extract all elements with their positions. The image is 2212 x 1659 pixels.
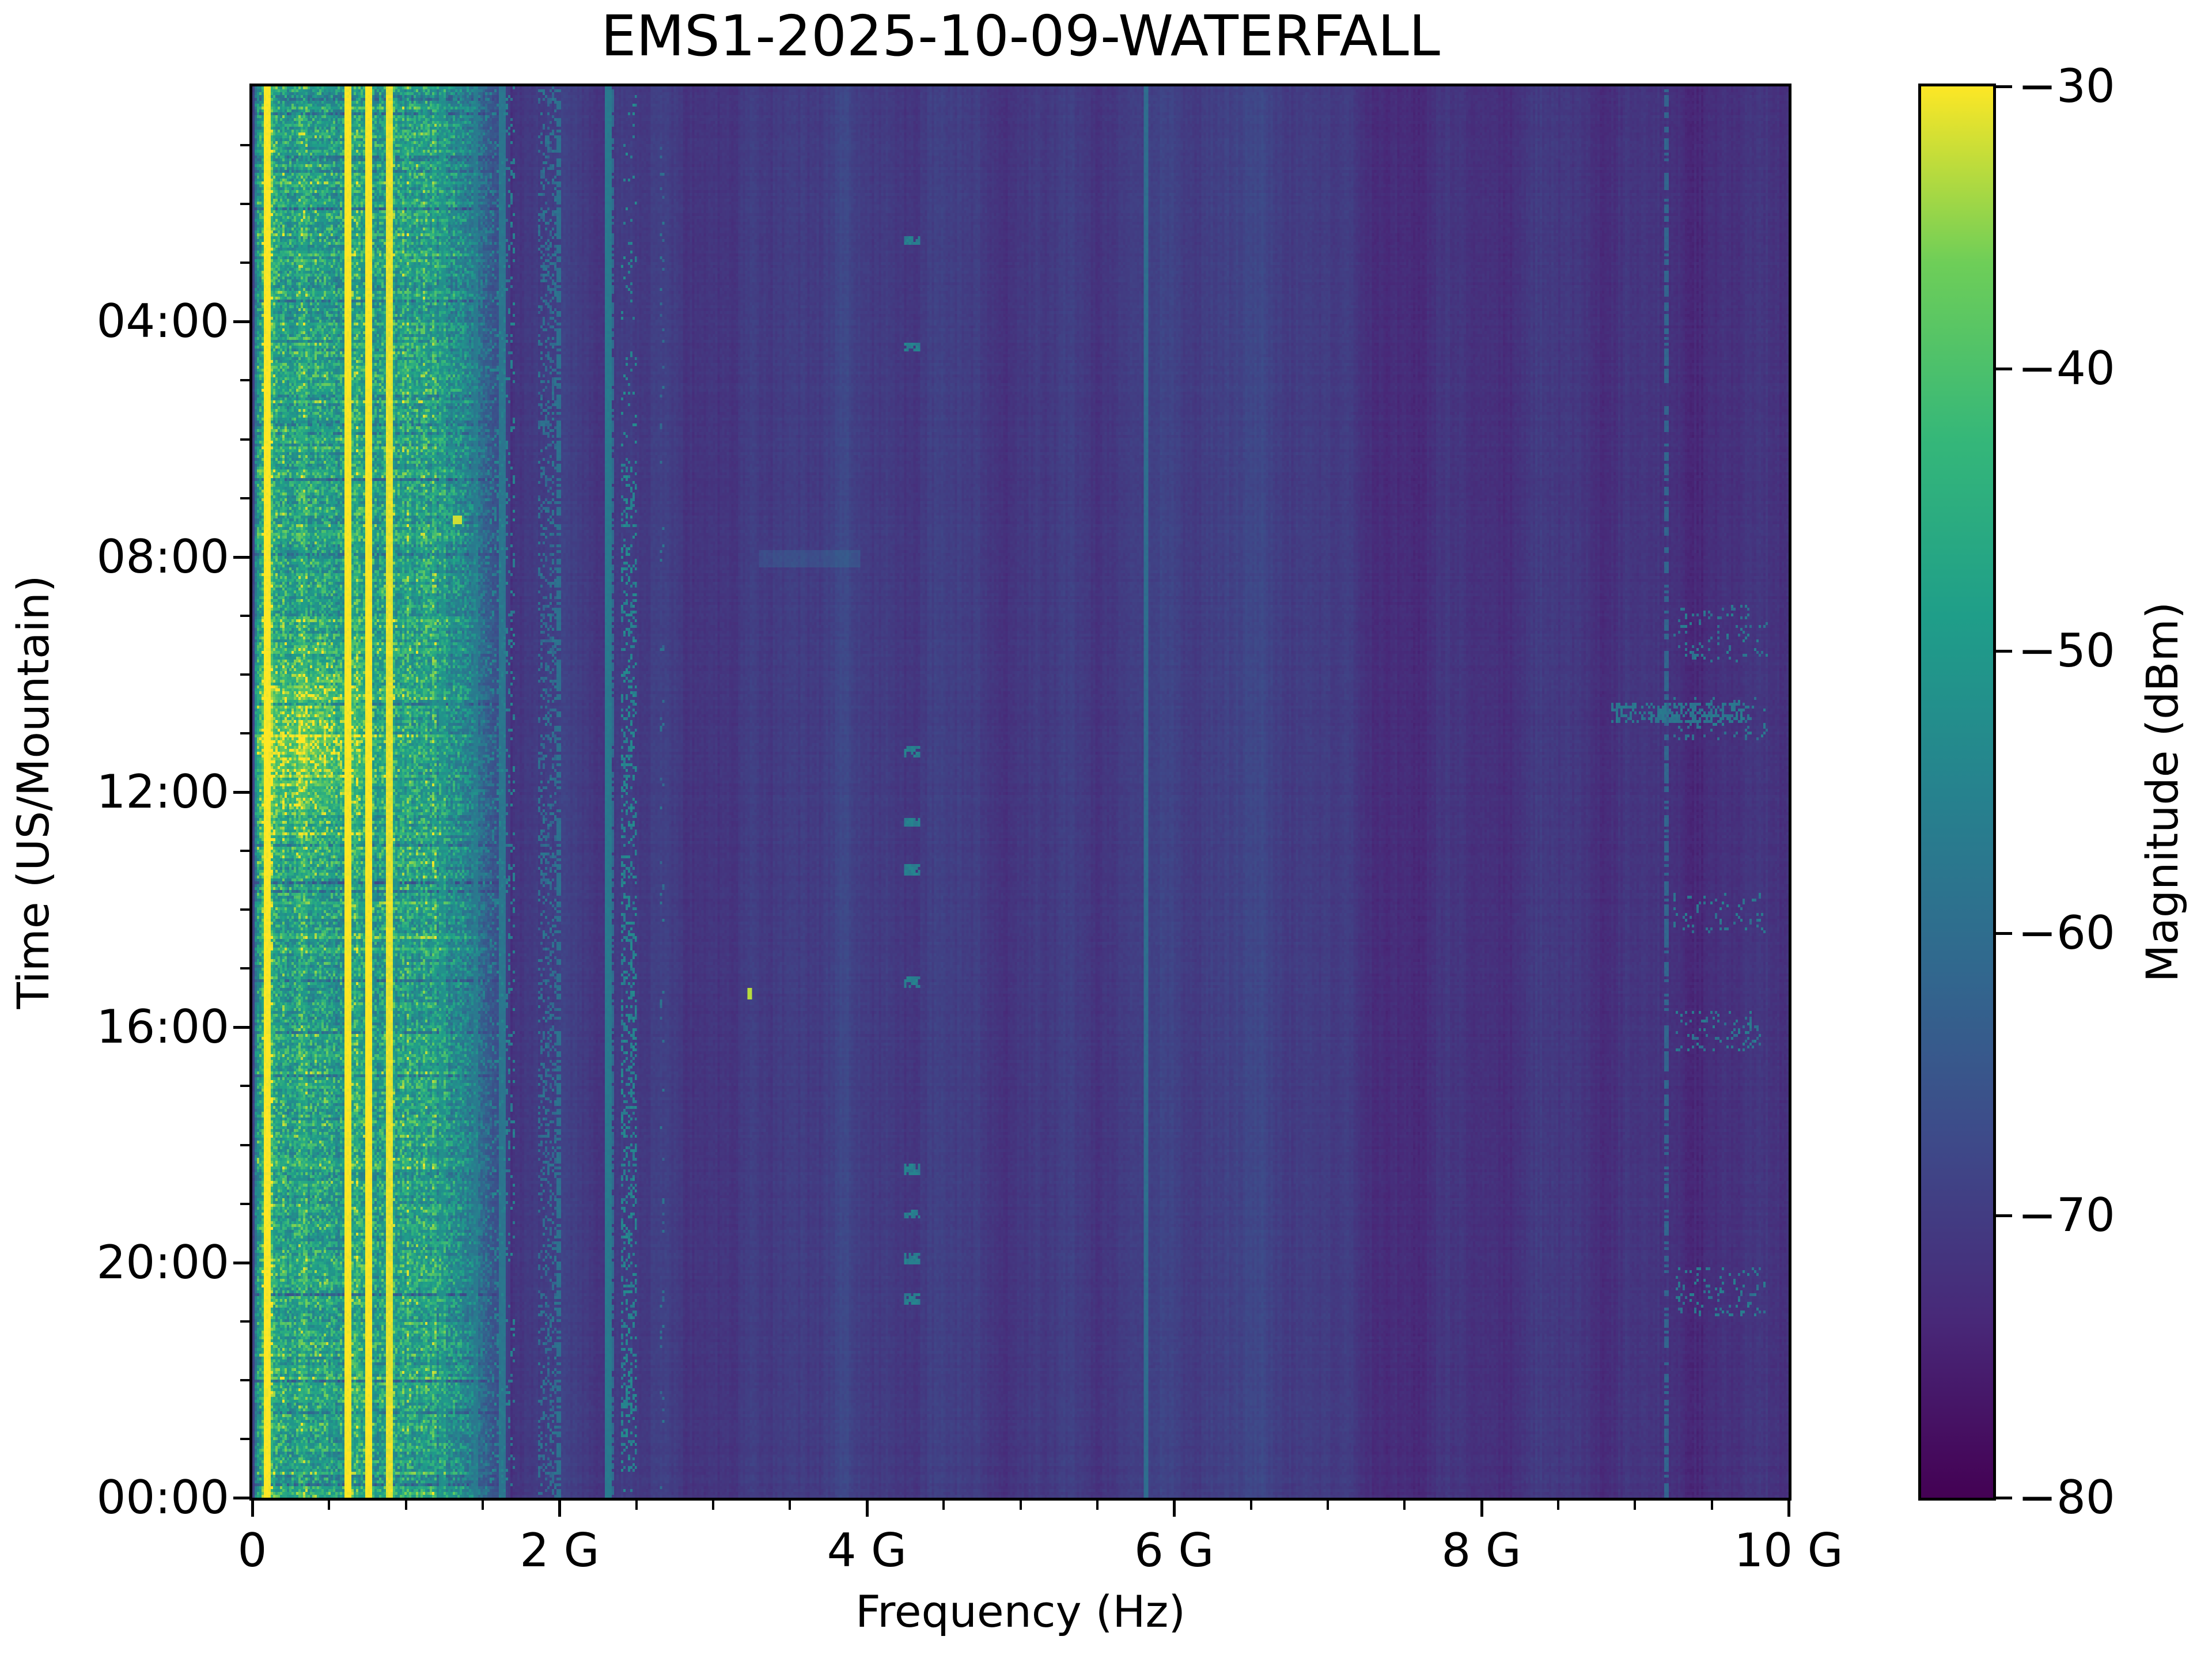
y-minor-tick-mark (240, 379, 249, 382)
x-tick-label: 10 G (1734, 1524, 1843, 1577)
x-minor-tick-mark (404, 1501, 407, 1510)
y-tick-mark (233, 320, 249, 324)
colorbar-tick-mark (1996, 1497, 2012, 1499)
y-tick-label: 20:00 (96, 1235, 229, 1289)
x-tick-label: 2 G (520, 1524, 600, 1577)
y-tick-label: 08:00 (96, 529, 229, 584)
x-minor-tick-mark (1556, 1501, 1559, 1510)
colorbar-tick-mark (1996, 1214, 2012, 1217)
colorbar-tick-label: −70 (2018, 1188, 2115, 1242)
y-minor-tick-mark (240, 967, 249, 970)
colorbar-label: Magnitude (dBm) (2137, 601, 2188, 983)
x-axis-label: Frequency (Hz) (855, 1586, 1186, 1637)
colorbar-tick-label: −60 (2018, 906, 2115, 960)
y-minor-tick-mark (240, 908, 249, 911)
x-tick-label: 0 (237, 1524, 267, 1577)
colorbar-tick-mark (1996, 85, 2012, 88)
x-minor-tick-mark (1634, 1501, 1637, 1510)
spectrogram-heatmap (252, 86, 1789, 1498)
y-tick-mark (233, 791, 249, 794)
x-tick-mark (558, 1501, 562, 1517)
y-minor-tick-mark (240, 673, 249, 676)
y-minor-tick-mark (240, 1378, 249, 1381)
y-minor-tick-mark (240, 1202, 249, 1205)
y-minor-tick-mark (240, 497, 249, 499)
y-tick-mark (233, 1261, 249, 1264)
y-axis-label: Time (US/Mountain) (7, 575, 59, 1009)
y-minor-tick-mark (240, 1437, 249, 1440)
colorbar-tick-label: −40 (2018, 342, 2115, 395)
y-minor-tick-mark (240, 438, 249, 441)
y-tick-label: 04:00 (96, 294, 229, 349)
x-minor-tick-mark (1096, 1501, 1099, 1510)
x-tick-mark (1787, 1501, 1790, 1517)
y-minor-tick-mark (240, 1320, 249, 1323)
y-minor-tick-mark (240, 1143, 249, 1146)
x-tick-label: 8 G (1441, 1524, 1521, 1577)
x-minor-tick-mark (635, 1501, 638, 1510)
x-minor-tick-mark (712, 1501, 715, 1510)
y-tick-mark (233, 1497, 249, 1499)
x-minor-tick-mark (789, 1501, 791, 1510)
y-minor-tick-mark (240, 144, 249, 147)
x-tick-mark (1480, 1501, 1483, 1517)
colorbar-tick-mark (1996, 650, 2012, 653)
x-tick-label: 4 G (827, 1524, 907, 1577)
y-minor-tick-mark (240, 850, 249, 853)
x-minor-tick-mark (1249, 1501, 1252, 1510)
colorbar-gradient (1921, 86, 1993, 1498)
y-minor-tick-mark (240, 614, 249, 617)
colorbar-tick-mark (1996, 368, 2012, 370)
x-minor-tick-mark (482, 1501, 484, 1510)
chart-title: EMS1-2025-10-09-WATERFALL (601, 3, 1440, 69)
y-tick-label: 12:00 (96, 765, 229, 819)
y-minor-tick-mark (240, 203, 249, 206)
x-tick-mark (1173, 1501, 1176, 1517)
y-tick-label: 00:00 (96, 1471, 229, 1524)
x-minor-tick-mark (1019, 1501, 1022, 1510)
y-minor-tick-mark (240, 1085, 249, 1088)
y-tick-mark (233, 555, 249, 559)
colorbar-tick-label: −50 (2018, 624, 2115, 677)
x-minor-tick-mark (1326, 1501, 1329, 1510)
x-minor-tick-mark (328, 1501, 331, 1510)
y-tick-label: 16:00 (96, 1000, 229, 1054)
colorbar-tick-label: −80 (2018, 1471, 2115, 1524)
x-minor-tick-mark (942, 1501, 945, 1510)
x-tick-label: 6 G (1134, 1524, 1214, 1577)
y-tick-mark (233, 1026, 249, 1029)
x-minor-tick-mark (1710, 1501, 1713, 1510)
colorbar-tick-mark (1996, 932, 2012, 935)
x-tick-mark (865, 1501, 869, 1517)
x-minor-tick-mark (1403, 1501, 1406, 1510)
y-minor-tick-mark (240, 732, 249, 734)
colorbar (1918, 84, 1996, 1501)
colorbar-tick-label: −30 (2018, 59, 2115, 113)
x-tick-mark (251, 1501, 254, 1517)
y-minor-tick-mark (240, 262, 249, 264)
